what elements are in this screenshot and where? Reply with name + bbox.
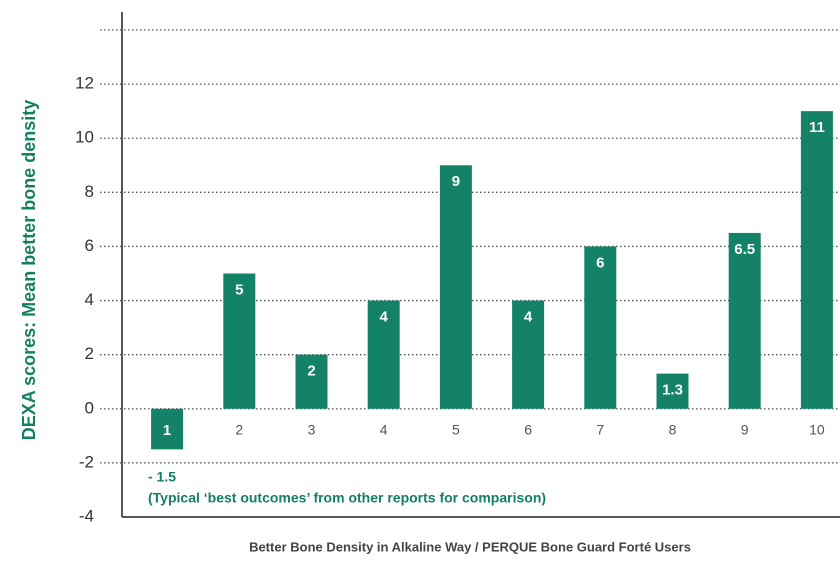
y-tick-label: 6	[85, 236, 94, 255]
value-label: 6	[596, 254, 604, 271]
bar	[295, 354, 328, 409]
value-label: - 1.5	[148, 469, 176, 485]
bar	[656, 373, 689, 409]
x-tick-label: 3	[308, 422, 316, 438]
value-label: 4	[524, 309, 533, 326]
value-label: 9	[452, 173, 460, 190]
value-label: 4	[380, 309, 389, 326]
y-tick-label: 0	[85, 398, 94, 417]
y-tick-label: -2	[79, 452, 94, 471]
bar	[439, 165, 472, 409]
x-tick-label: 6	[524, 422, 532, 438]
y-tick-label: 8	[85, 182, 94, 201]
x-tick-label: 4	[380, 422, 388, 438]
x-tick-label: 1	[163, 422, 171, 439]
y-tick-label: 2	[85, 344, 94, 363]
value-label: 11	[809, 119, 825, 136]
x-tick-label: 7	[596, 422, 604, 438]
value-label: 5	[235, 281, 243, 298]
x-tick-label: 10	[809, 422, 825, 438]
value-label: 2	[307, 363, 315, 380]
bar	[223, 273, 256, 409]
x-tick-label: 5	[452, 422, 460, 438]
y-tick-label: 12	[75, 74, 94, 93]
bar	[151, 408, 184, 450]
x-tick-label: 9	[741, 422, 749, 438]
bar	[584, 246, 617, 409]
value-label: 1.3	[662, 382, 683, 399]
annotation: (Typical ‘best outcomes’ from other repo…	[148, 490, 546, 506]
x-axis-title: Better Bone Density in Alkaline Way / PE…	[249, 539, 691, 554]
y-tick-label: 4	[85, 290, 94, 309]
y-tick-label: -4	[79, 506, 94, 525]
bar	[367, 300, 400, 409]
y-tick-label: 10	[75, 128, 94, 147]
value-label: 6.5	[734, 241, 755, 258]
bar	[728, 232, 761, 409]
y-axis-title: DEXA scores: Mean better bone density	[19, 100, 39, 440]
x-tick-label: 2	[235, 422, 243, 438]
bar	[800, 111, 833, 409]
x-tick-label: 8	[669, 422, 677, 438]
bar	[512, 300, 545, 409]
